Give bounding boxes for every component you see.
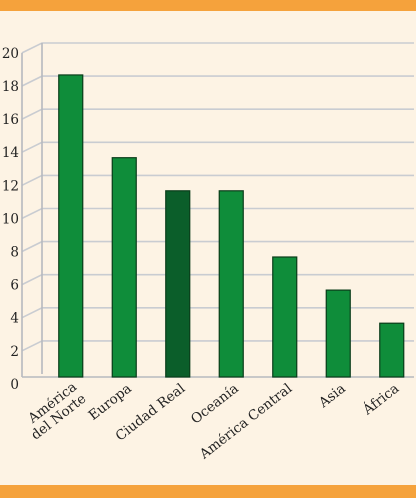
bar: [272, 256, 298, 378]
x-tick-label-line: América Central: [196, 381, 295, 463]
y-tick-label: 8: [10, 245, 19, 261]
x-tick-label-line: Asia: [315, 381, 349, 412]
bar: [218, 190, 244, 378]
y-tick-label: 10: [2, 211, 19, 227]
x-tick-label: América Central: [196, 381, 295, 463]
x-tick-label-line: Europa: [86, 381, 135, 424]
y-tick-label: 20: [2, 46, 19, 62]
x-tick-label: Asia: [315, 381, 349, 412]
y-tick-label: 0: [10, 377, 19, 393]
y-tick-label: 14: [2, 145, 19, 161]
bar: [379, 322, 405, 378]
bar: [165, 190, 191, 378]
x-tick-label: Europa: [86, 381, 135, 424]
bottom-accent-band: [0, 485, 416, 498]
x-tick-label: África: [359, 381, 402, 419]
bar: [325, 289, 351, 378]
bar: [58, 74, 84, 378]
x-tick-label: Américadel Norte: [19, 379, 89, 443]
y-tick-label: 2: [10, 344, 19, 360]
y-tick-label: 18: [2, 79, 19, 95]
y-tick-label: 4: [10, 311, 19, 327]
x-tick-label-line: África: [359, 381, 402, 419]
top-accent-band: [0, 0, 416, 11]
gridline: [21, 42, 414, 54]
bar: [111, 157, 137, 378]
y-tick-label: 6: [10, 278, 19, 294]
y-tick-label: 16: [2, 112, 19, 128]
y-tick-label: 12: [2, 178, 19, 194]
